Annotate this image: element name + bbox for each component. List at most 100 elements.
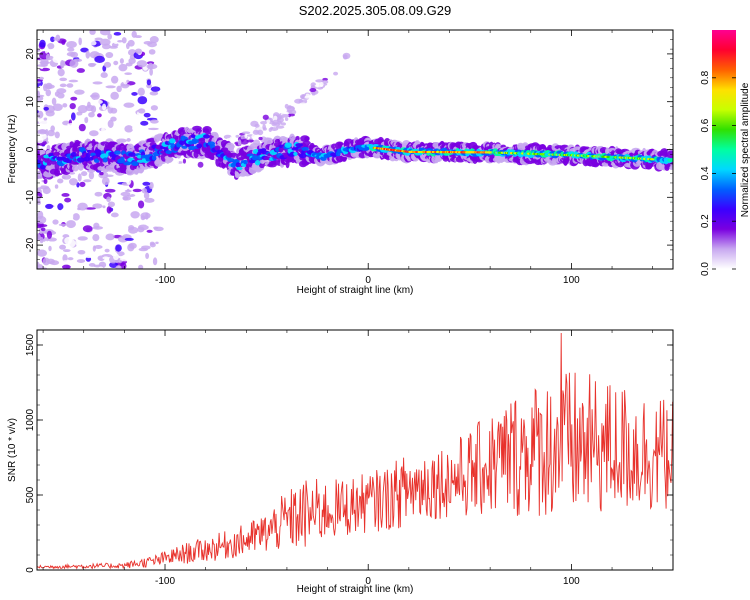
spectrogram-core (40, 164, 46, 170)
spectrogram-noise (124, 125, 134, 133)
spectrogram-noise (131, 92, 138, 96)
spectrogram-noise (140, 120, 149, 126)
spectrogram-noise (137, 108, 146, 114)
spectrogram-noise (149, 68, 153, 76)
spectrogram-noise (70, 96, 78, 101)
spectrogram-noise (45, 203, 54, 209)
spectrogram-noise (104, 239, 114, 248)
spectrogram-noise (75, 197, 85, 202)
spectrogram-noise (286, 106, 295, 112)
spectrogram-noise (137, 96, 148, 105)
spectrogram-noise (78, 37, 82, 46)
spectrogram-noise (272, 119, 279, 126)
spectrogram-noise (250, 120, 259, 127)
spectrogram-noise (115, 199, 121, 207)
spectrogram-noise (99, 30, 111, 36)
spectrogram-noise (150, 119, 159, 124)
spectrogram-core (46, 162, 52, 166)
spectrogram-noise (149, 241, 155, 246)
spectrogram-core (179, 140, 185, 146)
spectrogram-noise (67, 239, 76, 248)
spectrogram-noise (270, 126, 274, 130)
spectrogram-noise (85, 207, 96, 210)
spectrogram-core (301, 146, 309, 152)
spectrogram-core (200, 137, 205, 142)
spectrogram-noise (37, 32, 43, 35)
spectrogram-noise (141, 237, 147, 244)
spectrogram-core (669, 157, 673, 162)
spectrogram-noise (107, 201, 116, 208)
spectrogram-noise (43, 117, 48, 121)
spectrogram-noise (105, 51, 114, 59)
spectrogram-noise (105, 85, 116, 89)
spectrogram-core (169, 138, 176, 144)
spectrogram-noise (37, 132, 47, 140)
spectrogram-noise (37, 215, 47, 224)
spectrogram-noise (59, 77, 68, 82)
spectrogram-noise (171, 159, 180, 165)
spectrogram-noise (116, 138, 127, 143)
spectrogram-noise (110, 75, 119, 84)
spectrogram-noise (57, 68, 65, 77)
spectrogram-core (251, 155, 259, 161)
spectrogram-band (167, 157, 174, 162)
spectrogram-y-tick-label: 20 (25, 48, 36, 60)
spectrogram-noise (46, 230, 53, 239)
spectrogram-noise (135, 48, 143, 54)
snr-x-tick-label: -100 (155, 576, 175, 587)
spectrogram-noise (139, 178, 143, 182)
spectrogram-noise (148, 62, 154, 70)
spectrogram-noise (143, 112, 151, 118)
spectrogram-noise (73, 58, 83, 63)
spectrogram-noise (37, 233, 41, 242)
spectrogram-noise (152, 211, 159, 220)
spectrogram-noise (68, 212, 72, 219)
spectrogram-noise (110, 91, 119, 100)
snr-series-line (37, 332, 673, 570)
spectrogram-noise (66, 83, 74, 88)
spectrogram-noise (252, 129, 260, 135)
spectrogram-noise (138, 264, 144, 269)
spectrogram-noise (61, 193, 70, 197)
spectrogram-y-tick-label: -10 (25, 190, 36, 205)
spectrogram-band (202, 126, 212, 134)
spectrogram-noise (51, 97, 57, 106)
spectrogram-noise (64, 30, 73, 39)
spectrogram-core (283, 152, 288, 158)
spectrogram-noise (148, 49, 156, 55)
spectrogram-noise (77, 250, 86, 255)
spectrogram-noise (70, 112, 76, 121)
spectrogram-noise (127, 226, 139, 234)
spectrogram-noise (81, 171, 88, 177)
spectrogram-noise (48, 245, 52, 252)
spectrogram-noise (146, 83, 152, 89)
spectrogram-noise (79, 181, 86, 188)
spectrogram-noise (64, 197, 72, 203)
spectrogram-noise (54, 235, 60, 240)
spectrogram-noise (258, 136, 263, 141)
spectrogram-noise (52, 103, 63, 112)
spectrogram-noise (118, 63, 128, 72)
spectrogram-noise (68, 178, 78, 186)
spectrogram-noise (94, 191, 103, 197)
snr-x-tick-label: 0 (365, 576, 371, 587)
spectrogram-noise (124, 237, 134, 241)
spectrogram-noise (298, 102, 307, 108)
spectrogram-noise (266, 119, 271, 123)
spectrogram-noise (92, 81, 103, 85)
spectrogram-noise (90, 105, 97, 113)
spectrogram-noise (45, 110, 55, 117)
spectrogram-noise (229, 136, 236, 143)
spectrogram-noise (94, 37, 103, 41)
spectrogram-noise (132, 124, 143, 132)
spectrogram-core (52, 151, 61, 157)
spectrogram-noise (88, 171, 95, 180)
spectrogram-noise (147, 41, 158, 48)
spectrogram-noise (67, 122, 78, 127)
spectrogram-noise (130, 211, 140, 219)
spectrogram-noise (85, 50, 91, 59)
spectrogram-noise (37, 264, 44, 269)
spectrogram-core (151, 155, 157, 161)
